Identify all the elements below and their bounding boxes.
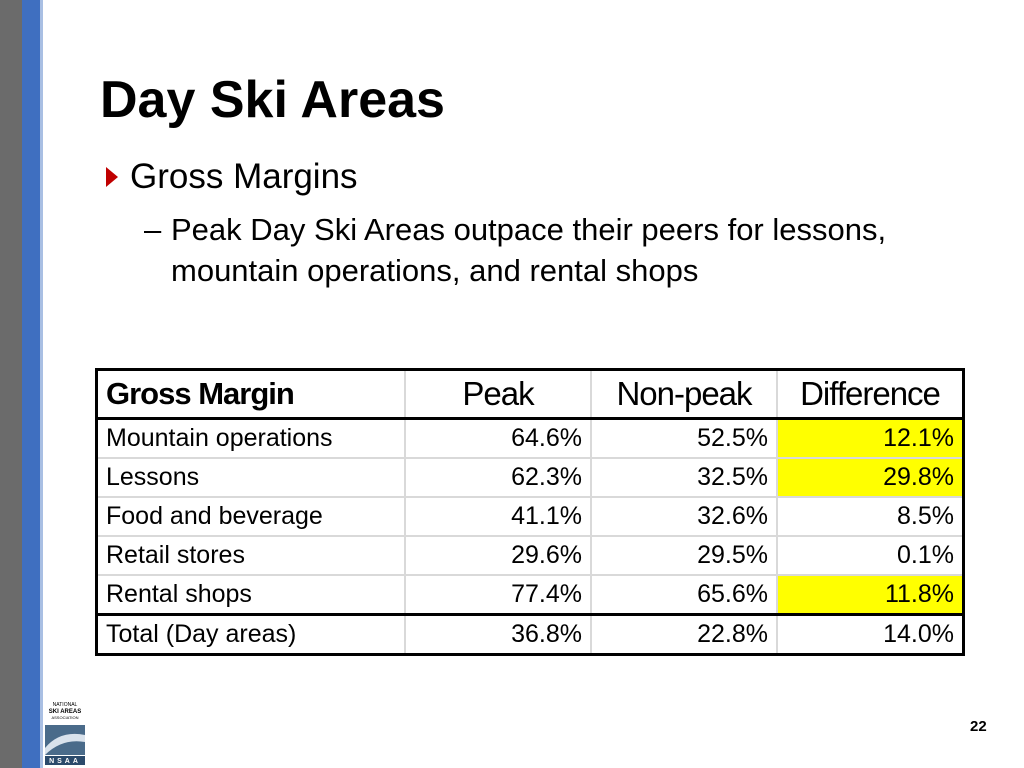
cell: 32.6% bbox=[590, 496, 778, 537]
table-row: Mountain operations 64.6% 52.5% 12.1% bbox=[95, 417, 965, 459]
side-bar bbox=[40, 0, 43, 768]
row-label: Mountain operations bbox=[95, 417, 406, 459]
bullet: Gross Margins bbox=[130, 157, 358, 196]
side-bar bbox=[0, 0, 22, 768]
page-number: 22 bbox=[970, 718, 987, 735]
logo-text: ASSOCIATION bbox=[51, 715, 78, 720]
cell: 32.5% bbox=[590, 457, 778, 498]
cell: 29.6% bbox=[404, 535, 592, 576]
cell: 11.8% bbox=[776, 574, 965, 616]
row-label: Total (Day areas) bbox=[95, 613, 406, 656]
cell: 62.3% bbox=[404, 457, 592, 498]
dash: – bbox=[144, 212, 162, 247]
cell: 0.1% bbox=[776, 535, 965, 576]
logo-text: NATIONAL bbox=[53, 702, 78, 708]
table-row: Food and beverage 41.1% 32.6% 8.5% bbox=[95, 496, 965, 537]
logo-text: SKI AREAS bbox=[49, 709, 81, 715]
table-row: Rental shops 77.4% 65.6% 11.8% bbox=[95, 574, 965, 616]
cell: Difference bbox=[776, 368, 965, 420]
cell: 12.1% bbox=[776, 417, 965, 459]
row-label: Lessons bbox=[95, 457, 406, 498]
slide-title: Day Ski Areas bbox=[100, 71, 445, 129]
logo-acronym: NSAA bbox=[49, 758, 81, 765]
cell: 14.0% bbox=[776, 613, 965, 656]
table-row: Gross Margin Peak Non-peak Difference bbox=[95, 368, 965, 420]
table-row: Lessons 62.3% 32.5% 29.8% bbox=[95, 457, 965, 498]
margin-table: Gross Margin Peak Non-peak Difference Mounta… bbox=[95, 368, 965, 656]
cell: 29.8% bbox=[776, 457, 965, 498]
table-row: Retail stores 29.6% 29.5% 0.1% bbox=[95, 535, 965, 576]
row-label: Rental shops bbox=[95, 574, 406, 616]
cell: Non-peak bbox=[590, 368, 778, 420]
cell: Peak bbox=[404, 368, 592, 420]
cell: 8.5% bbox=[776, 496, 965, 537]
cell: 36.8% bbox=[404, 613, 592, 656]
sub-bullet: Peak Day Ski Areas outpace their peers f… bbox=[171, 212, 887, 288]
cell: 41.1% bbox=[404, 496, 592, 537]
row-label: Food and beverage bbox=[95, 496, 406, 537]
logo: NATIONAL SKI AREAS ASSOCIATION NSAA bbox=[45, 702, 85, 765]
cell: 29.5% bbox=[590, 535, 778, 576]
table-row: Total (Day areas) 36.8% 22.8% 14.0% bbox=[95, 613, 965, 656]
row-label: Gross Margin bbox=[95, 368, 406, 420]
cell: 52.5% bbox=[590, 417, 778, 459]
cell: 64.6% bbox=[404, 417, 592, 459]
side-bar bbox=[22, 0, 40, 768]
row-label: Retail stores bbox=[95, 535, 406, 576]
cell: 77.4% bbox=[404, 574, 592, 616]
bullet-arrow bbox=[106, 167, 118, 187]
cell: 65.6% bbox=[590, 574, 778, 616]
cell: 22.8% bbox=[590, 613, 778, 656]
